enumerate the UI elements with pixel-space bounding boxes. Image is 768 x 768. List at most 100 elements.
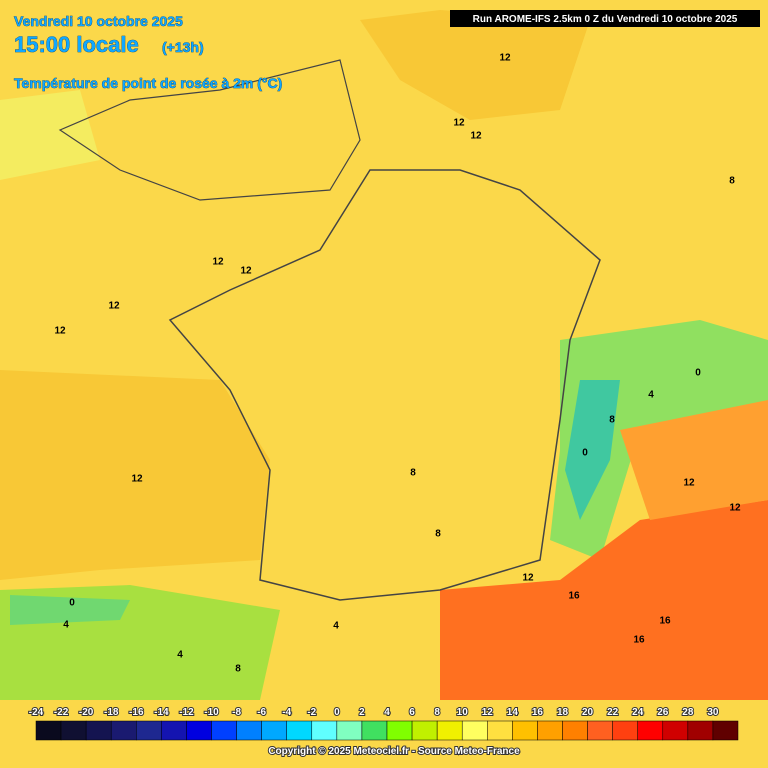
legend-label: 6 xyxy=(409,707,415,718)
legend-swatch xyxy=(487,720,513,741)
legend-swatch xyxy=(512,720,538,741)
legend-label: 4 xyxy=(384,707,390,718)
legend-swatch xyxy=(562,720,588,741)
legend-swatch xyxy=(662,720,689,741)
legend-label: 28 xyxy=(682,707,694,718)
legend-label: -20 xyxy=(79,707,94,718)
legend-swatch xyxy=(461,720,488,741)
run-box xyxy=(450,10,760,27)
legend-swatch xyxy=(687,720,714,741)
legend-label: 22 xyxy=(607,707,619,718)
legend-swatch xyxy=(161,720,187,741)
legend-swatch xyxy=(386,720,413,741)
contour-label: 16 xyxy=(633,635,645,646)
legend: -24 -22 -20 -18 -16 -14 -12 -10 -8 -6 -4 -2 0 2 4 6 8 10 1… xyxy=(28,706,739,741)
legend-swatch xyxy=(136,720,162,741)
contour-label: 12 xyxy=(683,478,695,489)
legend-swatch xyxy=(361,720,388,741)
legend-label: -24 xyxy=(29,707,44,718)
contour-label: 12 xyxy=(212,257,224,268)
contour-label: 8 xyxy=(609,415,615,426)
legend-swatch xyxy=(587,720,613,741)
contour-label: 12 xyxy=(108,301,120,312)
legend-swatch xyxy=(712,720,739,741)
france-border xyxy=(168,169,601,601)
contour-label: 12 xyxy=(729,503,741,514)
legend-label: -18 xyxy=(104,707,119,718)
legend-swatch xyxy=(286,720,313,741)
legend-label: 10 xyxy=(457,707,469,718)
contour-label: 12 xyxy=(240,266,252,277)
legend-label: -6 xyxy=(257,707,266,718)
legend-swatch xyxy=(637,720,664,741)
legend-swatch xyxy=(612,720,638,741)
time: 15:00 locale xyxy=(14,32,139,57)
offset: (+13h) xyxy=(162,39,204,55)
legend-swatch xyxy=(311,720,338,741)
legend-swatch xyxy=(211,720,237,741)
contour-label: 12 xyxy=(131,474,143,485)
italy-orange xyxy=(620,400,768,520)
contour-label: 12 xyxy=(453,118,465,129)
contour-label: 8 xyxy=(235,664,241,675)
legend-label: 30 xyxy=(707,707,719,718)
legend-swatch xyxy=(85,720,112,741)
spain-green-2 xyxy=(10,595,130,625)
legend-label: 20 xyxy=(582,707,594,718)
legend-label: -8 xyxy=(232,707,241,718)
contour-label: 0 xyxy=(582,448,588,459)
contour-label: 12 xyxy=(54,326,66,337)
legend-label: 12 xyxy=(482,707,494,718)
legend-swatch xyxy=(436,720,463,741)
legend-label: -2 xyxy=(307,707,316,718)
legend-label: -4 xyxy=(282,707,291,718)
contour-label: 8 xyxy=(410,468,416,479)
legend-label: -22 xyxy=(54,707,69,718)
legend-swatch xyxy=(411,720,438,741)
legend-label: 2 xyxy=(359,707,365,718)
contour-label: 12 xyxy=(470,131,482,142)
legend-swatch xyxy=(35,720,62,741)
run-info: Run AROME-IFS 2.5km 0 Z du Vendredi 10 o… xyxy=(473,14,738,25)
legend-label: -12 xyxy=(179,707,194,718)
contour-label: 12 xyxy=(522,573,534,584)
parameter: Température de point de rosée à 2m (°C) xyxy=(14,75,282,91)
atlantic-area xyxy=(0,370,270,580)
legend-swatch xyxy=(236,720,262,741)
legend-swatch xyxy=(110,720,137,741)
contour-label: 4 xyxy=(177,650,183,661)
legend-label: 26 xyxy=(657,707,669,718)
legend-swatch xyxy=(186,720,212,741)
contour-label: 4 xyxy=(63,620,69,631)
legend-label: 0 xyxy=(334,707,340,718)
contour-label: 8 xyxy=(435,529,441,540)
north-sea-area xyxy=(360,10,590,120)
contour-label: 4 xyxy=(648,390,654,401)
contour-label: 0 xyxy=(69,598,75,609)
date: Vendredi 10 octobre 2025 xyxy=(14,13,183,29)
copyright: Copyright © 2025 Meteociel.fr - Source M… xyxy=(268,746,520,757)
contour-label: 4 xyxy=(333,621,339,632)
legend-label: -16 xyxy=(129,707,144,718)
legend-label: -10 xyxy=(204,707,219,718)
mediterranean xyxy=(440,500,768,700)
contour-label: 16 xyxy=(568,591,580,602)
contour-label: 12 xyxy=(499,53,511,64)
legend-label: 8 xyxy=(434,707,440,718)
contour-label: 0 xyxy=(695,368,701,379)
legend-label: 24 xyxy=(632,707,644,718)
legend-label: 14 xyxy=(507,707,519,718)
legend-label: -14 xyxy=(154,707,169,718)
legend-swatch xyxy=(60,720,87,741)
uk-coast xyxy=(58,59,361,201)
legend-label: 16 xyxy=(532,707,544,718)
legend-swatch xyxy=(537,720,563,741)
uk-west xyxy=(0,90,100,180)
alps-cyan xyxy=(565,380,620,520)
legend-swatch xyxy=(336,720,363,741)
legend-swatch xyxy=(261,720,287,741)
contour-label: 16 xyxy=(659,616,671,627)
legend-label: 18 xyxy=(557,707,569,718)
